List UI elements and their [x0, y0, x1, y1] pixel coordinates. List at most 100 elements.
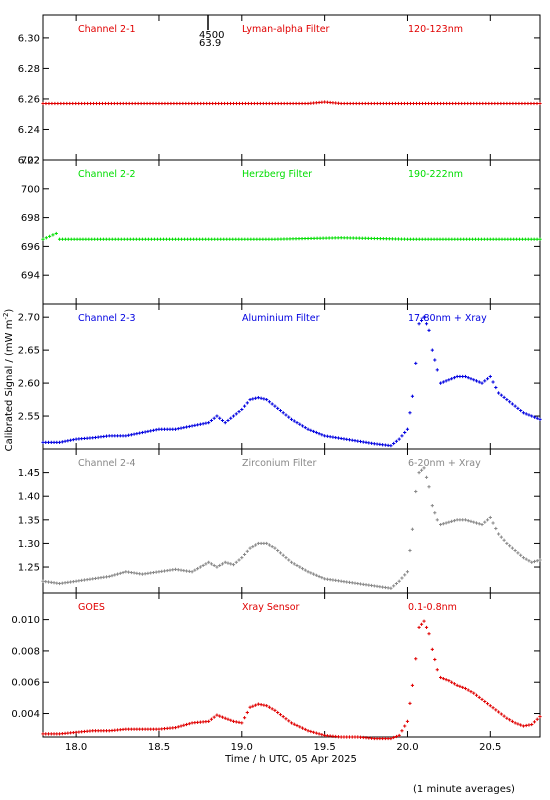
data-point — [460, 101, 464, 106]
data-point — [480, 522, 484, 527]
data-point — [88, 436, 92, 440]
data-point — [118, 434, 122, 438]
data-point — [222, 237, 226, 241]
data-point — [366, 101, 370, 106]
data-point — [470, 237, 475, 241]
y-tick-label: 696 — [21, 242, 40, 253]
data-point — [223, 421, 227, 425]
data-point — [450, 680, 454, 684]
data-point — [387, 101, 391, 106]
data-point — [125, 237, 129, 241]
data-point — [306, 236, 310, 241]
data-point — [121, 101, 125, 106]
data-point — [215, 713, 219, 717]
data-point — [198, 720, 202, 724]
data-point — [231, 719, 236, 723]
data-point — [118, 571, 122, 575]
data-point — [287, 415, 291, 419]
data-point — [129, 433, 133, 437]
data-point — [466, 519, 470, 523]
data-point — [444, 379, 448, 383]
data-point — [149, 571, 153, 575]
data-point — [46, 440, 51, 445]
data-point — [423, 101, 428, 106]
data-point — [294, 101, 298, 106]
data-point — [107, 729, 111, 733]
data-point — [273, 404, 277, 408]
data-point — [532, 237, 536, 241]
data-point — [366, 236, 370, 240]
data-point — [121, 570, 125, 575]
data-point — [314, 101, 318, 105]
data-point — [364, 736, 368, 740]
data-point — [246, 101, 251, 106]
data-point — [508, 718, 512, 722]
data-point — [273, 101, 277, 106]
data-point — [491, 706, 495, 710]
data-point — [403, 430, 407, 435]
data-point — [334, 435, 338, 440]
data-point — [513, 548, 517, 553]
data-point — [237, 410, 241, 414]
data-point — [74, 730, 78, 734]
data-point — [491, 380, 495, 384]
data-point — [264, 237, 268, 241]
data-point — [314, 430, 318, 435]
data-point — [450, 237, 454, 241]
data-point — [483, 520, 487, 524]
data-point — [155, 237, 160, 241]
data-point — [133, 101, 137, 106]
data-point — [411, 237, 415, 241]
data-point — [360, 101, 364, 106]
data-point — [452, 682, 457, 686]
data-point — [80, 437, 84, 441]
data-point — [287, 558, 291, 562]
data-point — [63, 439, 67, 443]
data-point — [143, 727, 147, 731]
data-point — [90, 237, 94, 241]
data-point — [483, 379, 487, 383]
data-point — [273, 708, 277, 712]
data-point — [300, 237, 304, 241]
data-point — [220, 715, 225, 719]
data-point — [484, 101, 488, 106]
data-point — [242, 404, 247, 408]
data-point — [405, 570, 410, 574]
data-point — [254, 543, 258, 547]
data-point — [529, 101, 533, 106]
data-point — [267, 400, 272, 404]
data-point — [433, 511, 437, 515]
data-point — [494, 385, 498, 390]
data-point — [325, 734, 329, 738]
data-point — [113, 237, 117, 241]
panel-band-label: 190-222nm — [408, 169, 463, 180]
data-point — [500, 237, 504, 241]
data-point — [281, 715, 285, 719]
data-point — [297, 101, 301, 106]
data-point — [284, 717, 288, 721]
data-point — [444, 521, 448, 525]
data-point — [211, 101, 215, 106]
data-point — [184, 101, 188, 106]
data-point — [169, 101, 173, 106]
data-point — [353, 581, 357, 585]
data-point — [212, 715, 216, 719]
data-point — [298, 422, 302, 426]
data-point — [325, 434, 329, 438]
data-point — [240, 721, 244, 725]
data-point — [116, 237, 120, 241]
data-point — [151, 570, 156, 575]
data-point — [496, 391, 501, 395]
data-point — [245, 549, 249, 553]
data-point — [207, 719, 211, 723]
data-point — [444, 237, 448, 241]
data-point — [82, 729, 87, 734]
data-point — [146, 571, 150, 575]
data-point — [291, 237, 295, 241]
data-point — [530, 722, 534, 727]
data-point — [285, 101, 289, 106]
data-point — [347, 580, 352, 584]
data-point — [278, 712, 283, 717]
data-point — [282, 237, 286, 241]
data-point — [455, 683, 459, 687]
